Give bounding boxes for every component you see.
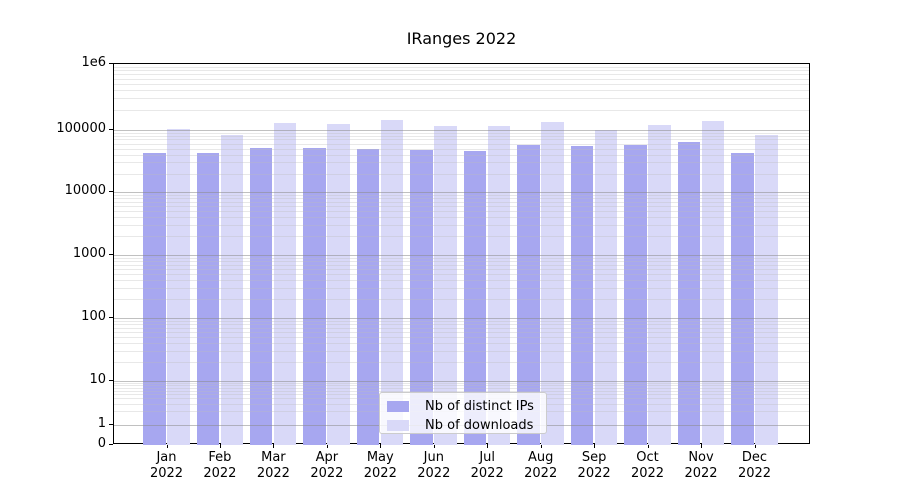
- x-tick-mark: [166, 444, 168, 448]
- x-tick-year: 2022: [256, 466, 290, 481]
- x-tick-month: Oct: [636, 450, 659, 465]
- x-tick-mark: [273, 444, 275, 448]
- x-axis-tick-label: Dec 2022: [723, 450, 787, 482]
- x-tick-year: 2022: [203, 466, 237, 481]
- x-axis-tick-label: Jun 2022: [402, 450, 466, 482]
- x-tick-mark: [594, 444, 596, 448]
- y-tick-mark: [109, 254, 113, 256]
- plot-area: [113, 63, 810, 445]
- bar-distinct-ips: [463, 150, 487, 445]
- bar-distinct-ips: [196, 153, 219, 445]
- x-tick-month: Feb: [208, 450, 232, 465]
- y-tick-mark: [109, 128, 113, 130]
- y-axis-tick-label: 100000: [56, 120, 106, 136]
- x-tick-month: May: [366, 450, 394, 465]
- y-axis-tick-label: 1000: [72, 246, 106, 262]
- bar-distinct-ips: [143, 153, 166, 445]
- x-tick-mark: [701, 444, 702, 448]
- bar-distinct-ips: [677, 142, 700, 445]
- bar-downloads: [220, 134, 243, 445]
- y-axis-tick-label: 10000: [64, 183, 106, 199]
- x-tick-year: 2022: [149, 466, 184, 481]
- x-tick-year: 2022: [524, 466, 558, 481]
- x-tick-mark: [754, 444, 756, 448]
- x-tick-month: Jan: [156, 450, 177, 465]
- x-axis-tick-label: Mar 2022: [241, 450, 305, 482]
- x-tick-month: Aug: [527, 450, 554, 465]
- legend-label: Nb of distinct IPs: [425, 399, 534, 414]
- y-tick-mark: [109, 444, 113, 445]
- x-axis-tick-label: Aug 2022: [509, 450, 573, 482]
- x-tick-mark: [540, 444, 542, 448]
- y-tick-mark: [109, 423, 113, 425]
- legend-item: Nb of distinct IPs: [387, 397, 546, 416]
- legend-swatch-downloads: [387, 420, 409, 431]
- bar-distinct-ips: [517, 144, 540, 445]
- x-axis-tick-label: May 2022: [348, 450, 412, 482]
- legend-label: Nb of downloads: [425, 418, 534, 433]
- y-tick-mark: [109, 317, 113, 319]
- y-axis-tick-label: 0: [97, 436, 106, 451]
- x-tick-month: Nov: [688, 450, 714, 465]
- x-tick-month: Mar: [261, 450, 286, 465]
- legend-swatch-distinct-ips: [387, 401, 409, 412]
- bar-downloads: [701, 120, 724, 445]
- x-tick-mark: [380, 444, 382, 448]
- bar-distinct-ips: [624, 144, 647, 445]
- x-tick-year: 2022: [470, 466, 504, 481]
- y-axis-tick-label: 10: [89, 372, 106, 387]
- bar-downloads: [648, 125, 671, 445]
- bar-downloads: [541, 121, 564, 445]
- y-axis-tick-label: 1e6: [81, 55, 106, 70]
- x-axis-tick-label: Jul 2022: [455, 450, 519, 482]
- x-tick-year: 2022: [417, 466, 451, 481]
- legend: Nb of distinct IPs Nb of downloads: [379, 392, 547, 434]
- x-tick-year: 2022: [630, 466, 665, 481]
- x-tick-mark: [647, 444, 649, 448]
- bar-downloads: [273, 122, 297, 445]
- x-axis-tick-label: Nov 2022: [669, 450, 733, 482]
- y-tick-mark: [109, 380, 113, 381]
- x-tick-mark: [326, 444, 328, 448]
- x-tick-month: Dec: [741, 450, 768, 465]
- x-tick-mark: [219, 444, 221, 448]
- bar-distinct-ips: [356, 148, 380, 445]
- y-tick-mark: [109, 191, 113, 193]
- bar-downloads: [167, 129, 190, 445]
- x-axis-tick-label: Apr 2022: [295, 450, 359, 482]
- bars-layer: [114, 64, 809, 445]
- bar-distinct-ips: [410, 150, 433, 445]
- x-tick-month: Apr: [315, 450, 339, 465]
- bar-distinct-ips: [570, 145, 594, 445]
- bar-distinct-ips: [249, 148, 273, 445]
- x-tick-year: 2022: [577, 466, 611, 481]
- x-axis-tick-label: Jan 2022: [135, 450, 199, 482]
- legend-item: Nb of downloads: [387, 416, 546, 435]
- bar-downloads: [327, 124, 350, 445]
- x-tick-year: 2022: [363, 466, 397, 481]
- x-tick-mark: [433, 444, 435, 448]
- bar-distinct-ips: [303, 147, 326, 445]
- bar-downloads: [594, 129, 618, 445]
- x-tick-mark: [487, 444, 489, 448]
- x-axis-tick-label: Sep 2022: [562, 450, 626, 482]
- x-tick-month: Jun: [423, 450, 444, 465]
- y-axis-tick-label: 100: [81, 309, 106, 325]
- x-axis-tick-label: Oct 2022: [616, 450, 680, 482]
- y-tick-mark: [109, 63, 113, 64]
- bar-downloads: [380, 120, 404, 445]
- bar-distinct-ips: [731, 152, 754, 445]
- x-tick-month: Jul: [479, 450, 496, 465]
- x-tick-year: 2022: [737, 466, 772, 481]
- x-tick-month: Sep: [581, 450, 607, 465]
- x-tick-year: 2022: [310, 466, 344, 481]
- x-axis-tick-label: Feb 2022: [188, 450, 252, 482]
- y-axis-tick-label: 1: [97, 415, 106, 431]
- bar-downloads: [434, 125, 457, 445]
- bar-downloads: [755, 135, 778, 445]
- x-tick-year: 2022: [684, 466, 718, 481]
- bar-downloads: [487, 126, 511, 445]
- chart-title: IRanges 2022: [406, 29, 517, 48]
